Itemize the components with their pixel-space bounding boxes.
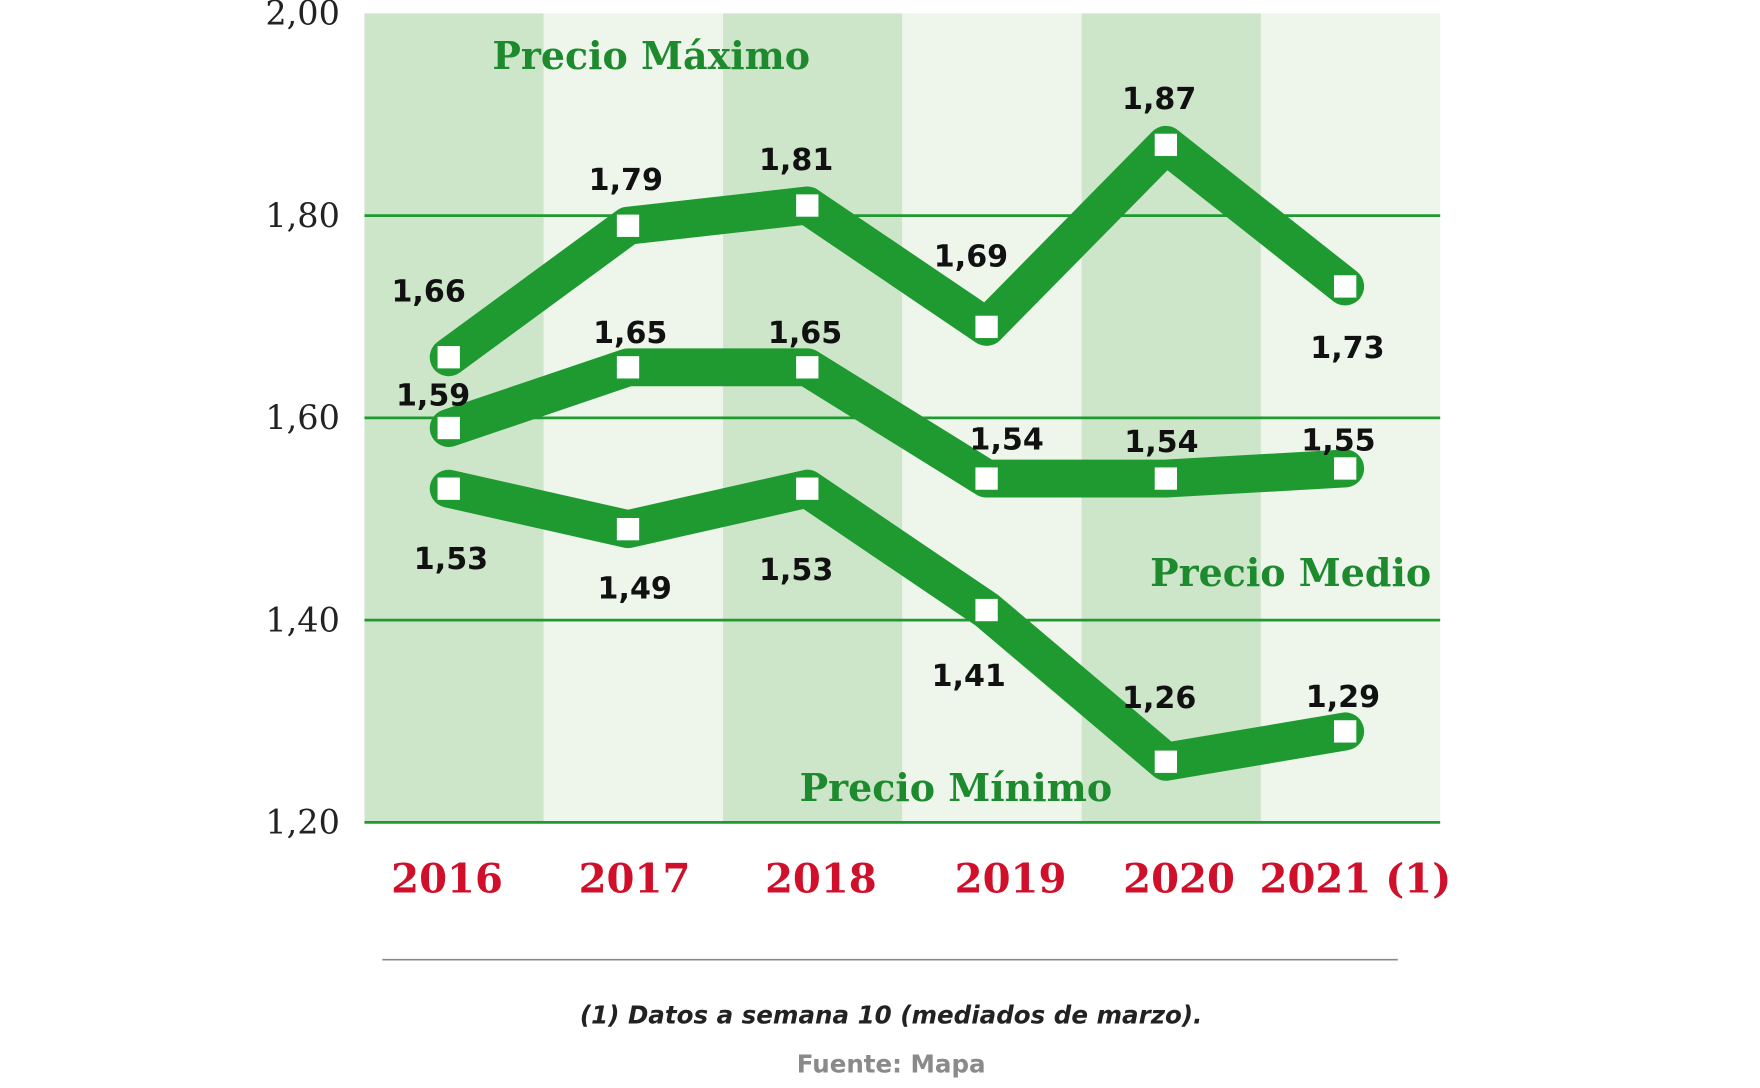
series-line-1 [429,348,1365,498]
data-label: 1,54 [1124,425,1198,460]
data-label: 1,54 [970,423,1044,458]
series-lines [429,125,1365,781]
data-label: 1,66 [391,274,465,309]
data-label: 1,55 [1301,424,1375,459]
y-tick-label: 1,80 [265,196,340,235]
data-point-marker [437,346,460,369]
x-category-label: 2017 [579,856,691,903]
data-point-marker [1333,275,1357,298]
data-point-marker [437,416,460,440]
data-point-marker [1154,750,1178,773]
x-category-label: 2016 [391,856,503,903]
data-label: 1,65 [593,316,667,351]
data-label: 1,29 [1306,680,1380,715]
data-point-marker [616,214,640,237]
x-category-label: 2019 [955,856,1067,903]
data-label: 1,49 [598,571,672,606]
data-label: 1,87 [1122,82,1196,117]
series-line-2 [429,469,1365,781]
x-category-label: 2020 [1123,856,1235,903]
data-label: 1,53 [414,542,488,577]
data-point-marker [616,356,640,379]
data-point-marker [1333,720,1357,743]
x-axis-categories: 2016 2017 2018 2019 2020 2021 (1) [391,856,1451,903]
data-label: 1,53 [759,553,833,588]
data-label: 1,73 [1310,331,1384,366]
data-point-marker [975,315,998,339]
source: Fuente: Mapa [797,1049,986,1078]
data-point-marker [975,598,998,622]
data-label: 1,65 [768,316,842,351]
data-label: 1,81 [759,143,833,178]
data-labels: 1,66 1,79 1,81 1,69 1,87 1,73 1,59 1,65 1,65 1,54… [391,82,1384,716]
x-category-label: 2018 [765,856,877,903]
x-category-label: 2021 (1) [1260,856,1452,903]
data-point-marker [975,467,998,490]
data-label: 1,59 [396,379,470,414]
data-point-marker [1154,467,1178,490]
series-name-min: Precio Mínimo [800,765,1113,810]
data-point-marker [1154,133,1178,157]
y-axis-ticks: 1,20 1,40 1,60 1,80 2,00 [265,0,340,842]
data-point-marker [796,477,819,500]
data-label: 1,41 [932,659,1006,694]
y-tick-label: 1,20 [265,803,340,842]
data-label: 1,26 [1122,681,1196,716]
data-label: 1,69 [934,240,1008,275]
y-tick-label: 2,00 [265,0,340,33]
data-point-marker [796,356,819,379]
data-point-marker [1333,457,1357,480]
y-tick-label: 1,40 [265,600,340,639]
y-tick-label: 1,60 [265,398,340,437]
footnote: (1) Datos a semana 10 (mediados de marzo… [580,1000,1202,1029]
series-line-0 [429,125,1365,377]
series-name-mid: Precio Medio [1150,550,1431,595]
data-point-marker [437,477,460,500]
series-name-max: Precio Máximo [492,33,810,78]
data-point-marker [796,194,819,217]
data-point-marker [616,517,640,541]
data-label: 1,79 [589,163,663,198]
